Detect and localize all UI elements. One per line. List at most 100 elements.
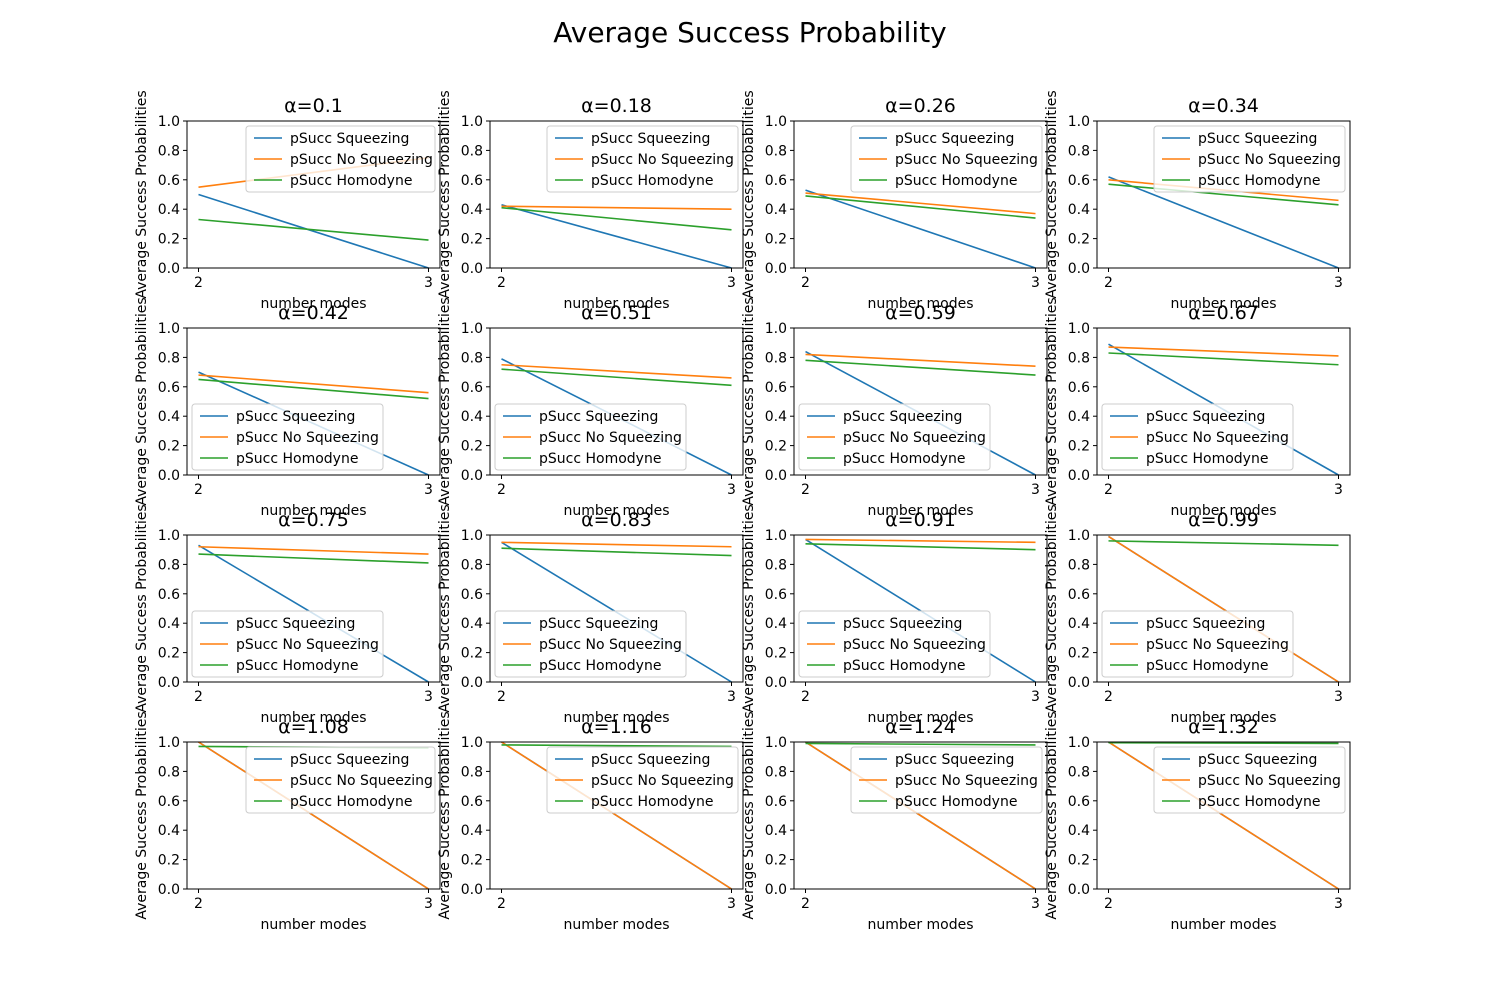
axes-frame [186,534,441,683]
y-tick-label: 0.8 [765,143,787,159]
series-line-2 [805,538,1036,544]
legend: pSucc Squeezing pSucc No Squeezing pSucc H… [546,746,739,814]
legend-box [494,610,687,678]
axes-frame [489,327,744,476]
y-tick-label: 0.6 [158,173,180,189]
axes-frame [1096,534,1351,683]
y-tick-label: 0.4 [461,202,483,218]
y-tick-label: 0.0 [1068,261,1090,277]
y-tick-label: 0.0 [461,468,483,484]
axes-frame [186,741,441,890]
y-tick-label: 1.0 [461,321,483,337]
legend-entry: pSucc No Squeezing [591,773,734,789]
subplot-10: 0.0 0.2 0.4 0.6 0.8 1.0 2 3 number modes Average … [437,504,744,726]
subplot-3: 0.0 0.2 0.4 0.6 0.8 1.0 2 3 number modes Average … [741,90,1048,312]
axes-frame [793,120,1048,269]
subplot-2: 0.0 0.2 0.4 0.6 0.8 1.0 2 3 number modes Average … [437,90,744,312]
y-tick-label: 0.6 [461,173,483,189]
legend-entry: pSucc Squeezing [290,752,409,768]
series-line-2 [1108,535,1339,683]
x-axis-label: number modes [867,296,973,312]
y-tick-label: 0.4 [158,202,180,218]
y-tick-label: 0.8 [158,557,180,573]
y-tick-label: 1.0 [158,735,180,751]
subplot-grid: 0.0 0.2 0.4 0.6 0.8 1.0 2 3 number modes Average … [134,90,1351,933]
x-tick-label: 2 [194,689,203,705]
x-tick-label: 2 [1104,896,1113,912]
y-tick-label: 0.4 [765,823,787,839]
legend-entry: pSucc No Squeezing [895,152,1038,168]
x-tick-label: 2 [497,896,506,912]
legend: pSucc Squeezing pSucc No Squeezing pSucc H… [245,125,436,193]
y-axis-label: Average Success Probabilities [134,90,150,298]
legend-box [850,746,1043,814]
y-tick-label: 0.8 [1068,557,1090,573]
y-tick-label: 0.6 [461,380,483,396]
y-axis-label: Average Success Probabilities [134,297,150,505]
y-tick-label: 0.8 [1068,350,1090,366]
legend-box [798,403,991,471]
y-tick-label: 1.0 [1068,735,1090,751]
subplot-15: 0.0 0.2 0.4 0.6 0.8 1.0 2 3 number modes Average … [741,711,1048,933]
legend-entry: pSucc Homodyne [236,658,358,674]
y-axis-label: Average Success Probabilities [1044,711,1060,919]
y-tick-label: 0.6 [765,587,787,603]
legend-entry: pSucc No Squeezing [591,152,734,168]
x-axis-label: number modes [260,296,366,312]
x-tick-label: 2 [801,482,810,498]
y-tick-label: 0.4 [1068,409,1090,425]
subplot-5: 0.0 0.2 0.4 0.6 0.8 1.0 2 3 number modes Average … [134,297,441,519]
y-tick-label: 0.4 [765,409,787,425]
x-tick-label: 3 [1031,275,1040,291]
x-tick-label: 2 [497,482,506,498]
subplot-4: 0.0 0.2 0.4 0.6 0.8 1.0 2 3 number modes Average … [1044,90,1351,312]
series-line-3 [805,543,1036,551]
series-line-2 [805,741,1036,890]
x-tick-label: 3 [1031,482,1040,498]
series-line-2 [805,353,1036,368]
subplot-16: 0.0 0.2 0.4 0.6 0.8 1.0 2 3 number modes Average … [1044,711,1351,933]
y-tick-label: 0.8 [461,143,483,159]
y-tick-label: 1.0 [461,735,483,751]
axes-frame [793,534,1048,683]
legend: pSucc Squeezing pSucc No Squeezing pSucc H… [1101,403,1294,471]
x-axis-label: number modes [1170,503,1276,519]
legend-entry: pSucc Homodyne [895,173,1017,189]
y-axis-label: Average Success Probabilities [134,504,150,712]
y-tick-label: 0.2 [158,232,180,248]
y-tick-label: 0.6 [765,173,787,189]
y-tick-label: 1.0 [1068,321,1090,337]
y-tick-label: 0.2 [765,232,787,248]
x-tick-label: 3 [727,482,736,498]
x-tick-label: 2 [801,275,810,291]
y-tick-label: 0.8 [461,764,483,780]
legend-entry: pSucc Homodyne [539,451,661,467]
y-tick-label: 0.8 [1068,764,1090,780]
subplot-title: α=0.91 [885,509,956,531]
axes-frame [1096,327,1351,476]
y-tick-label: 0.2 [1068,439,1090,455]
y-tick-label: 0.6 [765,794,787,810]
y-tick-label: 0.4 [1068,823,1090,839]
legend-box [1101,610,1294,678]
x-axis-label: number modes [260,710,366,726]
axes-frame [793,741,1048,890]
y-tick-label: 1.0 [765,735,787,751]
y-tick-label: 0.2 [765,646,787,662]
legend-entry: pSucc Squeezing [236,616,355,632]
series-line-2 [501,363,732,379]
series-line-2 [501,205,732,210]
series-line-2 [198,545,429,555]
legend: pSucc Squeezing pSucc No Squeezing pSucc H… [850,125,1043,193]
legend: pSucc Squeezing pSucc No Squeezing pSucc H… [191,610,384,678]
series-line-2 [1108,346,1339,357]
y-tick-label: 0.0 [765,261,787,277]
legend: pSucc Squeezing pSucc No Squeezing pSucc H… [494,610,687,678]
y-tick-label: 1.0 [461,114,483,130]
subplot-title: α=0.83 [581,509,652,531]
legend-entry: pSucc Homodyne [1198,794,1320,810]
y-tick-label: 0.8 [765,764,787,780]
y-tick-label: 0.0 [1068,882,1090,898]
x-axis-label: number modes [1170,710,1276,726]
legend-box [850,125,1043,193]
